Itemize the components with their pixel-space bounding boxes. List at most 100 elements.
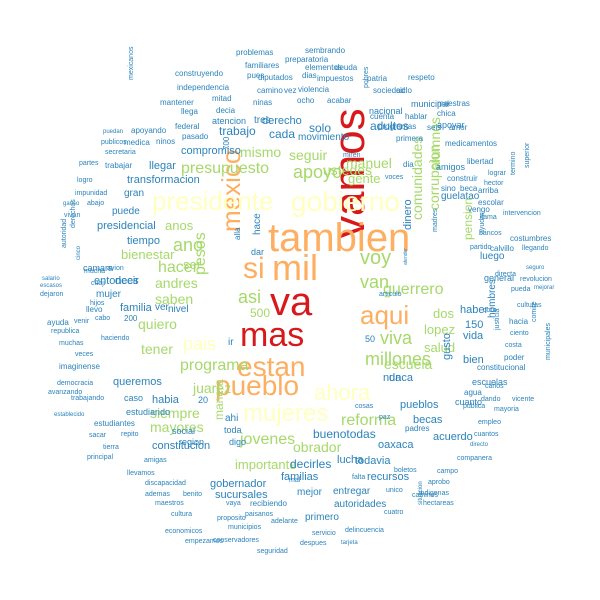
word-vicente: vicente	[512, 396, 535, 403]
word-ganso: ganso	[63, 201, 80, 207]
word-ver: ver	[155, 302, 169, 313]
word-mucha: mucha	[84, 268, 106, 275]
word-respeto: respeto	[408, 73, 435, 82]
word-llevo: llevo	[86, 305, 103, 314]
word-conservadores: conservadores	[213, 537, 259, 544]
word-boletos: boletos	[394, 467, 417, 474]
word-atencion: atencion	[212, 116, 247, 126]
word-saben: saben	[155, 291, 194, 307]
word-avanzando: avanzando	[48, 389, 83, 396]
word-andres: andres	[155, 275, 198, 291]
word-hacer: hacer	[158, 259, 199, 276]
word-mantener: mantener	[160, 98, 194, 107]
word-gente: gente	[348, 171, 381, 186]
word-proposito: proposito	[217, 515, 246, 522]
word-principal: principal	[87, 454, 114, 461]
word-atender: atender	[403, 248, 409, 265]
word-salario: salario	[42, 276, 60, 282]
word-vida: vida	[463, 330, 484, 342]
word-compromiso: compromiso	[181, 145, 241, 157]
word-puede: puede	[112, 206, 140, 217]
word-pais: pais	[183, 334, 217, 354]
word-vivan: vivan	[64, 212, 81, 219]
word-manuel: manuel	[346, 155, 392, 171]
word-voy: voy	[360, 247, 392, 269]
word-hablar: hablar	[405, 112, 428, 121]
word-directa: directa	[495, 271, 517, 278]
word-tierra: tierra	[103, 444, 119, 451]
word-cinco: cinco	[76, 245, 82, 260]
word-vaya: vaya	[226, 500, 241, 507]
word-carlos: carlos	[485, 383, 504, 390]
word-constitucional: constitucional	[477, 363, 526, 372]
word-familiares: familiares	[245, 61, 280, 70]
word-libertad: libertad	[467, 157, 494, 166]
word-autoridades: autoridades	[334, 499, 387, 510]
word-ciento: ciento	[510, 330, 529, 337]
word-madres: madres	[432, 208, 439, 232]
word-logro: logro	[77, 177, 93, 184]
word-gobernador: gobernador	[210, 478, 267, 490]
word-seis: seis	[427, 123, 442, 132]
word-decia: decia	[216, 106, 236, 115]
word-seguro: seguro	[526, 265, 545, 271]
word-pobres: pobres	[363, 66, 370, 88]
word-empleo: empleo	[478, 419, 501, 426]
word-construir: construir	[447, 174, 478, 183]
word-publica: publica	[463, 403, 486, 410]
word-agua: agua	[464, 388, 482, 397]
word-salud: salud	[424, 340, 456, 355]
word-constitucion: constitucion	[152, 440, 211, 452]
word-programas: programas	[378, 122, 417, 131]
word-federal: federal	[175, 122, 200, 131]
word-acuerdo: acuerdo	[433, 431, 473, 443]
word-escuela: escuela	[384, 356, 433, 372]
word-caminos: caminos	[412, 492, 439, 499]
word-repito: repito	[121, 431, 139, 438]
word-alla: alla	[233, 227, 242, 240]
word-presupuesto: presupuesto	[181, 160, 270, 177]
word-dejaron: dejaron	[40, 291, 64, 298]
word-aprobo: aprobo	[428, 479, 450, 486]
word-cada: cada	[269, 127, 296, 141]
word-dias: dias	[302, 71, 317, 80]
word-ano: ano	[173, 235, 204, 255]
word-mejor: mejor	[297, 487, 323, 498]
word-superior: superior	[524, 142, 531, 168]
word-sembrando: sembrando	[305, 46, 346, 55]
word-voces: voces	[385, 174, 404, 181]
word-problemas: problemas	[236, 48, 274, 57]
word-amigas: amigas	[144, 457, 167, 464]
word-general: general	[484, 273, 515, 283]
word-independencia: independencia	[177, 83, 230, 92]
word-llegando: llegando	[522, 245, 549, 252]
word-dinero: dinero	[402, 199, 414, 230]
word-cuanto: cuanto	[455, 397, 483, 407]
word-tarjeta: tarjeta	[341, 540, 358, 546]
word-publicos: publicos	[101, 139, 127, 146]
word-articulo: articulo	[379, 291, 402, 298]
word-apoyando: apoyando	[131, 126, 167, 135]
word-sino: sino	[441, 184, 456, 193]
word-becas: becas	[413, 414, 443, 426]
word-bancos: bancos	[479, 230, 502, 237]
word-patria: patria	[367, 74, 388, 83]
word-estudiando: estudiando	[126, 407, 171, 417]
word-si: si	[243, 252, 265, 285]
word-digo: digo	[229, 437, 247, 447]
word-decirles: decirles	[290, 457, 332, 471]
word-miren: miren	[343, 152, 361, 159]
word-medicamentos: medicamentos	[445, 139, 498, 148]
word-partido: partido	[470, 244, 492, 251]
word-mil: mil	[272, 247, 318, 288]
word-ninas: ninas	[253, 98, 273, 107]
word-50: 50	[365, 334, 376, 344]
word-toda: toda	[224, 425, 242, 435]
word-apoyo: apoyo	[293, 162, 343, 182]
word-justicia: justicia	[494, 308, 501, 330]
word-haber: haber	[460, 304, 489, 316]
word-preparatoria: preparatoria	[285, 55, 329, 64]
word-apoyar: apoyar	[437, 120, 465, 130]
word-falta: falta	[352, 474, 366, 481]
